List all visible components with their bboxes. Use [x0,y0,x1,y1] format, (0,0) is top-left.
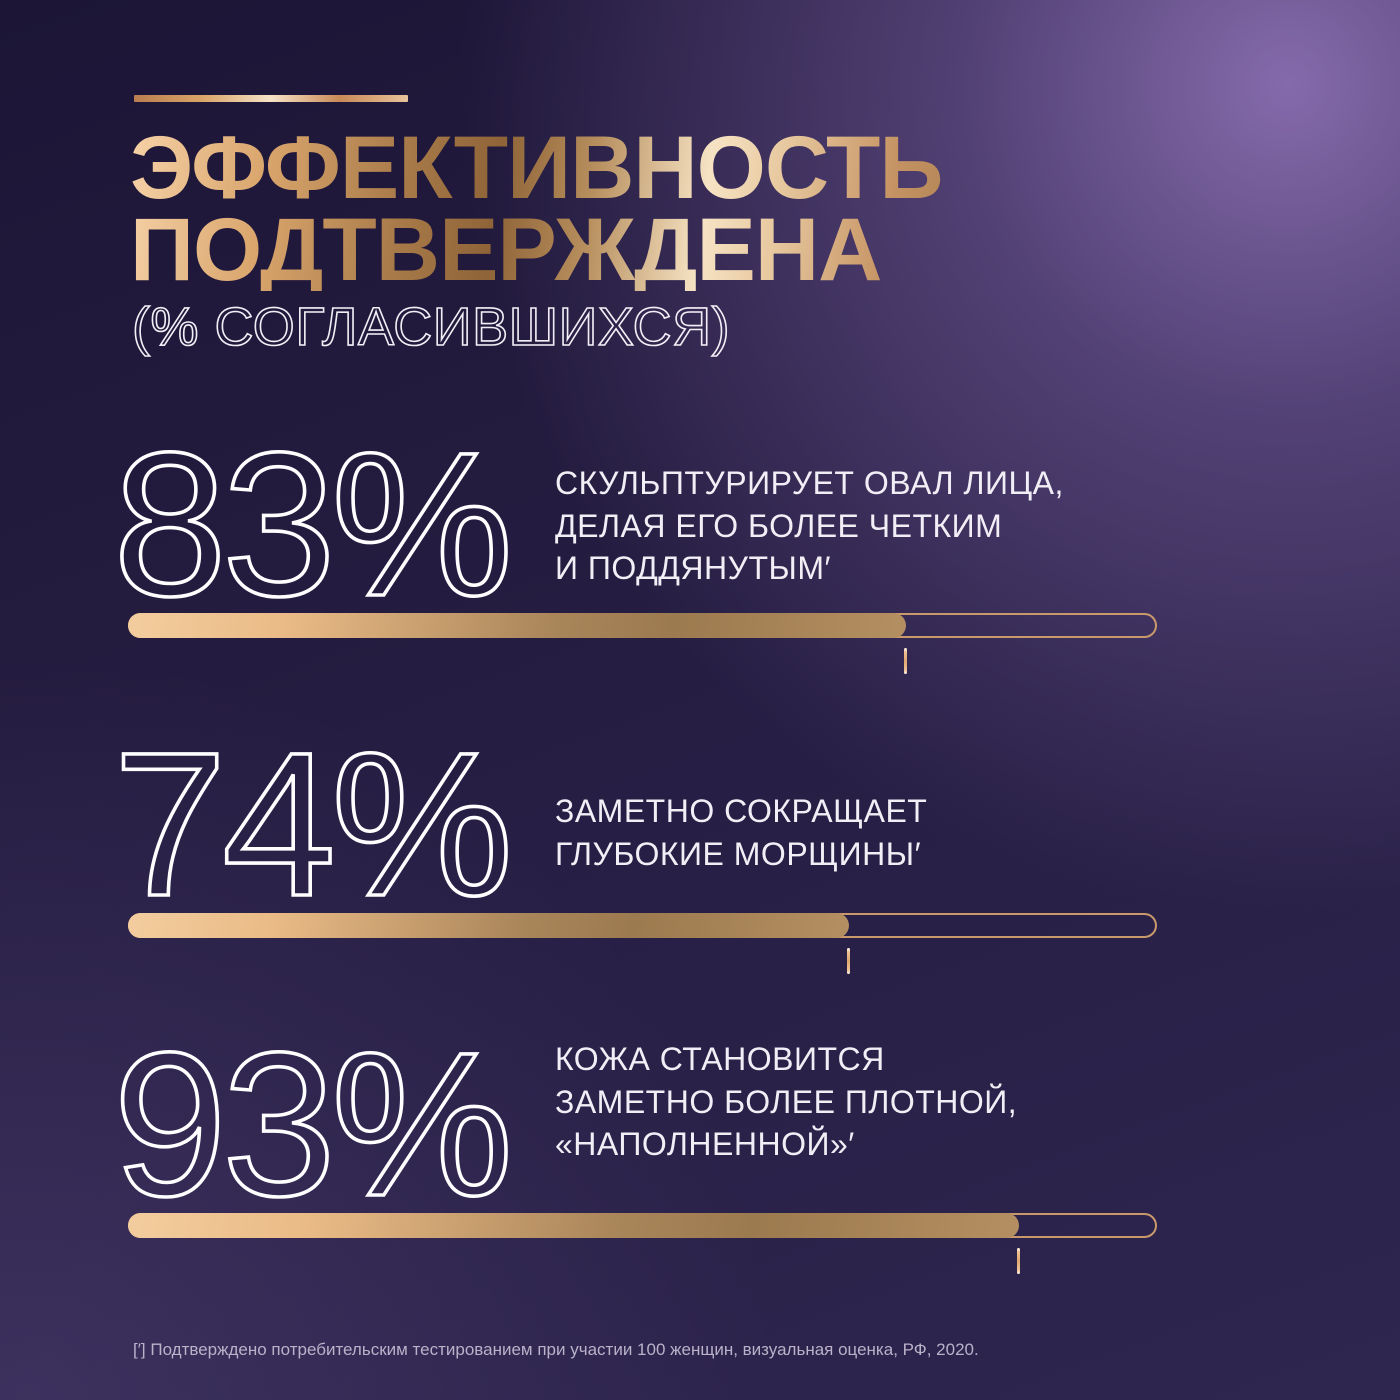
svg-text:74%: 74% [113,740,508,939]
svg-text:93%: 93% [113,1040,508,1239]
svg-text:83%: 83% [113,440,508,639]
svg-text:(% СОГЛАСИВШИХСЯ): (% СОГЛАСИВШИХСЯ) [132,297,730,357]
